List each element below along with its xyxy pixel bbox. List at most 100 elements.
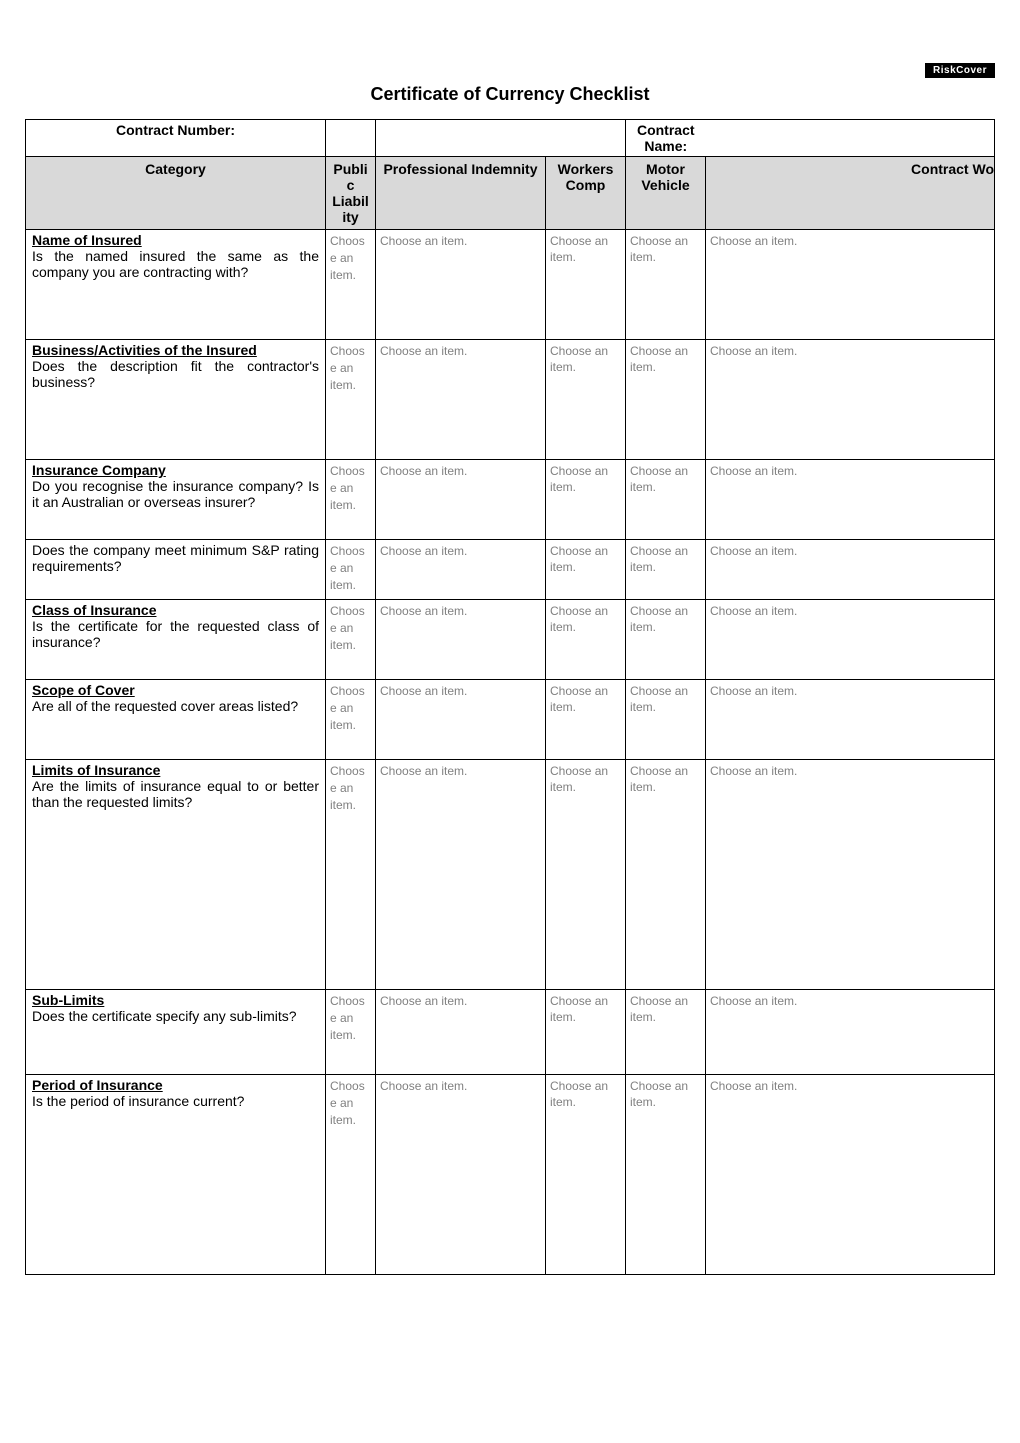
category-body: Does the description fit the contractor'…	[32, 358, 319, 390]
choose-placeholder: Choose an item.	[630, 764, 688, 794]
choose-placeholder: Choose an item.	[380, 684, 467, 698]
category-title: Period of Insurance	[32, 1077, 319, 1093]
choose-cell-workers-comp[interactable]: Choose an item.	[546, 680, 626, 760]
choose-cell-contract-works[interactable]: Choose an item.	[706, 760, 995, 990]
choose-placeholder: Choose an item.	[710, 684, 797, 698]
table-header-row: Category Publi c Liabil ity Professional…	[26, 157, 995, 230]
choose-cell-professional-indemnity[interactable]: Choose an item.	[376, 230, 546, 340]
choose-placeholder: Choose an item.	[710, 464, 797, 478]
category-cell: Scope of CoverAre all of the requested c…	[26, 680, 326, 760]
choose-placeholder: Choos e an item.	[330, 344, 365, 392]
choose-cell-contract-works[interactable]: Choose an item.	[706, 600, 995, 680]
checklist-table: Contract Number: Contract Name: Category…	[25, 119, 995, 1275]
choose-placeholder: Choose an item.	[710, 234, 797, 248]
choose-cell-public-liability[interactable]: Choos e an item.	[326, 990, 376, 1075]
choose-cell-contract-works[interactable]: Choose an item.	[706, 460, 995, 540]
contract-number-value[interactable]	[326, 120, 376, 157]
page-title: Certificate of Currency Checklist	[25, 84, 995, 105]
choose-placeholder: Choose an item.	[550, 1079, 608, 1109]
choose-cell-contract-works[interactable]: Choose an item.	[706, 680, 995, 760]
choose-cell-motor-vehicle[interactable]: Choose an item.	[626, 460, 706, 540]
choose-cell-workers-comp[interactable]: Choose an item.	[546, 990, 626, 1075]
choose-cell-workers-comp[interactable]: Choose an item.	[546, 460, 626, 540]
contract-name-label: Contract Name:	[626, 120, 706, 157]
category-title: Class of Insurance	[32, 602, 319, 618]
header-professional-indemnity: Professional Indemnity	[376, 157, 546, 230]
choose-placeholder: Choose an item.	[630, 994, 688, 1024]
choose-cell-contract-works[interactable]: Choose an item.	[706, 230, 995, 340]
choose-placeholder: Choose an item.	[380, 604, 467, 618]
choose-cell-professional-indemnity[interactable]: Choose an item.	[376, 600, 546, 680]
choose-cell-motor-vehicle[interactable]: Choose an item.	[626, 1075, 706, 1275]
logo-container: RiskCover	[25, 60, 995, 78]
choose-placeholder: Choose an item.	[550, 684, 608, 714]
category-title: Name of Insured	[32, 232, 319, 248]
header-category: Category	[26, 157, 326, 230]
choose-placeholder: Choos e an item.	[330, 764, 365, 812]
choose-cell-public-liability[interactable]: Choos e an item.	[326, 540, 376, 600]
choose-cell-professional-indemnity[interactable]: Choose an item.	[376, 340, 546, 460]
table-row: Scope of CoverAre all of the requested c…	[26, 680, 995, 760]
choose-cell-motor-vehicle[interactable]: Choose an item.	[626, 600, 706, 680]
table-row: Period of InsuranceIs the period of insu…	[26, 1075, 995, 1275]
choose-cell-workers-comp[interactable]: Choose an item.	[546, 760, 626, 990]
category-cell: Period of InsuranceIs the period of insu…	[26, 1075, 326, 1275]
choose-placeholder: Choose an item.	[710, 604, 797, 618]
choose-cell-motor-vehicle[interactable]: Choose an item.	[626, 990, 706, 1075]
header-workers-comp: Workers Comp	[546, 157, 626, 230]
choose-placeholder: Choose an item.	[630, 234, 688, 264]
choose-cell-motor-vehicle[interactable]: Choose an item.	[626, 540, 706, 600]
choose-cell-workers-comp[interactable]: Choose an item.	[546, 540, 626, 600]
choose-placeholder: Choose an item.	[630, 544, 688, 574]
choose-placeholder: Choose an item.	[630, 684, 688, 714]
choose-placeholder: Choos e an item.	[330, 604, 365, 652]
category-cell: Limits of InsuranceAre the limits of ins…	[26, 760, 326, 990]
choose-placeholder: Choose an item.	[380, 764, 467, 778]
choose-cell-professional-indemnity[interactable]: Choose an item.	[376, 540, 546, 600]
choose-cell-contract-works[interactable]: Choose an item.	[706, 1075, 995, 1275]
choose-placeholder: Choose an item.	[550, 544, 608, 574]
choose-cell-public-liability[interactable]: Choos e an item.	[326, 680, 376, 760]
choose-placeholder: Choose an item.	[630, 604, 688, 634]
choose-cell-professional-indemnity[interactable]: Choose an item.	[376, 760, 546, 990]
choose-placeholder: Choose an item.	[550, 234, 608, 264]
choose-cell-motor-vehicle[interactable]: Choose an item.	[626, 760, 706, 990]
choose-placeholder: Choose an item.	[550, 764, 608, 794]
choose-cell-motor-vehicle[interactable]: Choose an item.	[626, 680, 706, 760]
choose-cell-professional-indemnity[interactable]: Choose an item.	[376, 680, 546, 760]
choose-placeholder: Choos e an item.	[330, 234, 365, 282]
choose-cell-public-liability[interactable]: Choos e an item.	[326, 760, 376, 990]
category-body: Is the period of insurance current?	[32, 1093, 319, 1109]
category-title: Insurance Company	[32, 462, 319, 478]
choose-cell-public-liability[interactable]: Choos e an item.	[326, 340, 376, 460]
contract-name-value[interactable]	[706, 120, 995, 157]
choose-cell-workers-comp[interactable]: Choose an item.	[546, 1075, 626, 1275]
category-body: Are the limits of insurance equal to or …	[32, 778, 319, 810]
choose-cell-professional-indemnity[interactable]: Choose an item.	[376, 1075, 546, 1275]
category-body: Does the certificate specify any sub-lim…	[32, 1008, 319, 1024]
choose-placeholder: Choos e an item.	[330, 544, 365, 592]
choose-cell-workers-comp[interactable]: Choose an item.	[546, 340, 626, 460]
choose-cell-workers-comp[interactable]: Choose an item.	[546, 600, 626, 680]
choose-cell-motor-vehicle[interactable]: Choose an item.	[626, 230, 706, 340]
choose-cell-public-liability[interactable]: Choos e an item.	[326, 460, 376, 540]
contract-number-span	[376, 120, 626, 157]
header-public-liability: Publi c Liabil ity	[326, 157, 376, 230]
choose-cell-motor-vehicle[interactable]: Choose an item.	[626, 340, 706, 460]
choose-cell-professional-indemnity[interactable]: Choose an item.	[376, 460, 546, 540]
choose-cell-public-liability[interactable]: Choos e an item.	[326, 230, 376, 340]
table-row: Name of InsuredIs the named insured the …	[26, 230, 995, 340]
choose-cell-contract-works[interactable]: Choose an item.	[706, 540, 995, 600]
choose-cell-public-liability[interactable]: Choos e an item.	[326, 600, 376, 680]
choose-placeholder: Choose an item.	[710, 1079, 797, 1093]
choose-cell-professional-indemnity[interactable]: Choose an item.	[376, 990, 546, 1075]
choose-placeholder: Choose an item.	[380, 994, 467, 1008]
choose-cell-workers-comp[interactable]: Choose an item.	[546, 230, 626, 340]
choose-cell-contract-works[interactable]: Choose an item.	[706, 990, 995, 1075]
choose-cell-contract-works[interactable]: Choose an item.	[706, 340, 995, 460]
category-cell: Sub-LimitsDoes the certificate specify a…	[26, 990, 326, 1075]
table-row: Sub-LimitsDoes the certificate specify a…	[26, 990, 995, 1075]
header-contract-works: Contract Wo	[706, 157, 995, 230]
choose-cell-public-liability[interactable]: Choos e an item.	[326, 1075, 376, 1275]
choose-placeholder: Choose an item.	[380, 544, 467, 558]
